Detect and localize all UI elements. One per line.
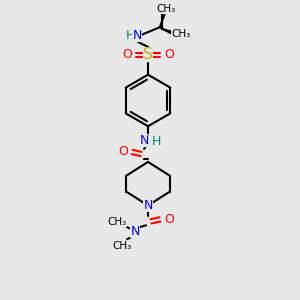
Text: N: N (130, 225, 140, 238)
Text: N: N (143, 199, 153, 212)
Text: H: H (151, 135, 160, 148)
Text: CH₃: CH₃ (108, 217, 127, 227)
Text: CH₃: CH₃ (112, 241, 132, 251)
Text: N: N (140, 134, 149, 147)
Text: CH₃: CH₃ (171, 29, 190, 39)
Text: S: S (143, 47, 153, 62)
Text: N: N (132, 28, 142, 42)
Text: O: O (164, 213, 174, 226)
Text: CH₃: CH₃ (156, 4, 176, 14)
Text: O: O (122, 48, 132, 62)
Text: O: O (164, 48, 174, 62)
Text: H: H (125, 28, 135, 42)
Text: O: O (118, 146, 128, 158)
